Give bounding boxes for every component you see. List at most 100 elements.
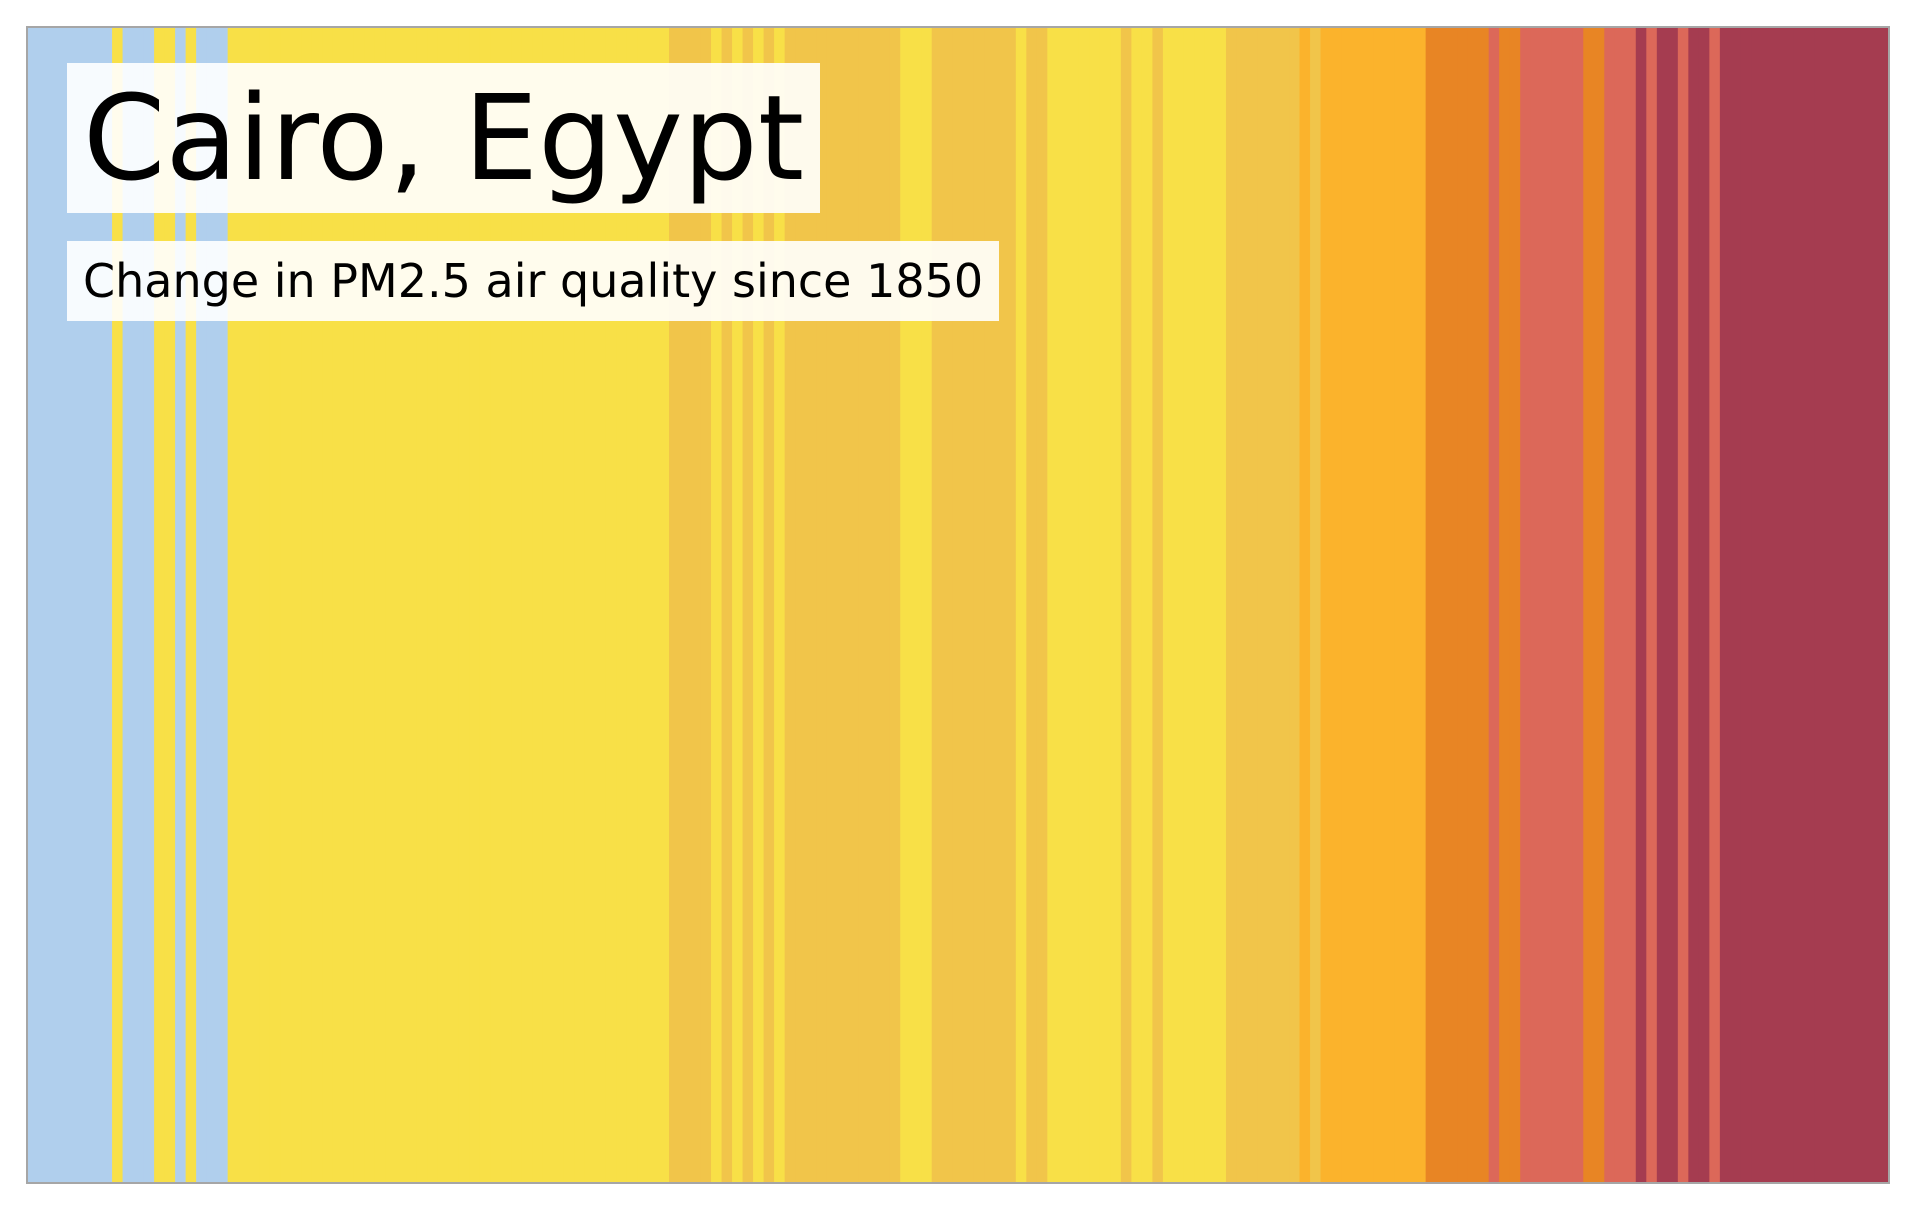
stripe-2006 (1667, 28, 1679, 1182)
stripe-1969 (1278, 28, 1290, 1182)
stripe-1953 (1110, 28, 1122, 1182)
stripe-1883 (374, 28, 386, 1182)
stripe-1872 (259, 28, 271, 1182)
stripe-1978 (1373, 28, 1385, 1182)
stripe-1983 (1425, 28, 1437, 1182)
stripe-1919 (753, 28, 765, 1182)
stripe-1961 (1194, 28, 1206, 1182)
stripe-1915 (711, 28, 723, 1182)
stripe-2020 (1814, 28, 1826, 1182)
stripe-1920 (763, 28, 775, 1182)
stripe-1972 (1310, 28, 1322, 1182)
stripe-1950 (1078, 28, 1090, 1182)
stripe-1991 (1509, 28, 1521, 1182)
stripe-1890 (448, 28, 460, 1182)
stripe-1897 (521, 28, 534, 1182)
stripe-1925 (816, 28, 828, 1182)
stripe-1904 (595, 28, 607, 1182)
stripe-1879 (332, 28, 344, 1182)
stripe-1994 (1541, 28, 1553, 1182)
stripe-1850 (28, 28, 40, 1182)
stripe-1949 (1068, 28, 1080, 1182)
stripe-1938 (952, 28, 964, 1182)
stripe-1931 (879, 28, 891, 1182)
stripe-1988 (1478, 28, 1490, 1182)
stripe-1906 (616, 28, 628, 1182)
stripes-plot (28, 28, 1888, 1182)
stripe-1923 (795, 28, 807, 1182)
stripe-1867 (206, 28, 218, 1182)
stripe-1921 (774, 28, 786, 1182)
stripe-1951 (1089, 28, 1101, 1182)
stripe-1861 (143, 28, 155, 1182)
stripe-1859 (122, 28, 134, 1182)
stripe-2019 (1803, 28, 1816, 1182)
stripe-1898 (532, 28, 544, 1182)
stripe-1918 (742, 28, 754, 1182)
stripe-1992 (1520, 28, 1532, 1182)
stripe-2025 (1866, 28, 1879, 1182)
stripe-1954 (1120, 28, 1132, 1182)
stripe-2001 (1614, 28, 1626, 1182)
stripe-1894 (490, 28, 502, 1182)
stripe-1887 (416, 28, 428, 1182)
stripe-1959 (1173, 28, 1185, 1182)
stripe-2000 (1604, 28, 1616, 1182)
stripe-2005 (1656, 28, 1668, 1182)
stripe-1945 (1026, 28, 1038, 1182)
stripe-1933 (900, 28, 912, 1182)
stripe-1930 (868, 28, 880, 1182)
stripe-1995 (1551, 28, 1563, 1182)
stripe-2022 (1835, 28, 1847, 1182)
stripe-2011 (1719, 28, 1731, 1182)
stripe-1878 (322, 28, 334, 1182)
stripe-1851 (38, 28, 50, 1182)
stripe-1881 (353, 28, 365, 1182)
stripe-1979 (1383, 28, 1395, 1182)
stripe-1982 (1415, 28, 1427, 1182)
stripe-2007 (1677, 28, 1689, 1182)
stripe-1909 (648, 28, 660, 1182)
stripe-1960 (1183, 28, 1196, 1182)
stripe-1901 (563, 28, 576, 1182)
stripe-1886 (406, 28, 418, 1182)
stripe-1963 (1215, 28, 1227, 1182)
stripe-1980 (1394, 28, 1406, 1182)
stripe-2009 (1698, 28, 1710, 1182)
stripe-1908 (637, 28, 649, 1182)
stripe-1985 (1446, 28, 1458, 1182)
stripe-1990 (1499, 28, 1511, 1182)
stripe-1975 (1341, 28, 1353, 1182)
stripe-1926 (826, 28, 838, 1182)
stripe-2015 (1761, 28, 1774, 1182)
stripe-2004 (1646, 28, 1658, 1182)
stripe-2021 (1824, 28, 1837, 1182)
stripe-1927 (837, 28, 849, 1182)
stripe-1973 (1320, 28, 1332, 1182)
stripe-1922 (784, 28, 796, 1182)
stripe-1855 (80, 28, 92, 1182)
stripe-1854 (70, 28, 82, 1182)
stripe-1946 (1036, 28, 1048, 1182)
stripe-2017 (1782, 28, 1795, 1182)
chart-title: Cairo, Egypt (67, 63, 821, 213)
stripe-2013 (1740, 28, 1752, 1182)
stripe-2003 (1635, 28, 1647, 1182)
stripe-1999 (1593, 28, 1605, 1182)
stripe-1997 (1572, 28, 1584, 1182)
stripe-1916 (721, 28, 733, 1182)
stripe-1882 (364, 28, 376, 1182)
stripe-1870 (238, 28, 250, 1182)
stripe-1875 (290, 28, 302, 1182)
stripe-1977 (1362, 28, 1374, 1182)
stripe-1899 (542, 28, 555, 1182)
stripe-1965 (1236, 28, 1248, 1182)
stripe-1976 (1352, 28, 1364, 1182)
stripe-1863 (164, 28, 176, 1182)
stripe-1880 (343, 28, 355, 1182)
stripe-1971 (1299, 28, 1311, 1182)
stripe-1940 (973, 28, 985, 1182)
stripe-1873 (269, 28, 281, 1182)
stripe-1905 (605, 28, 618, 1182)
stripe-1996 (1562, 28, 1574, 1182)
